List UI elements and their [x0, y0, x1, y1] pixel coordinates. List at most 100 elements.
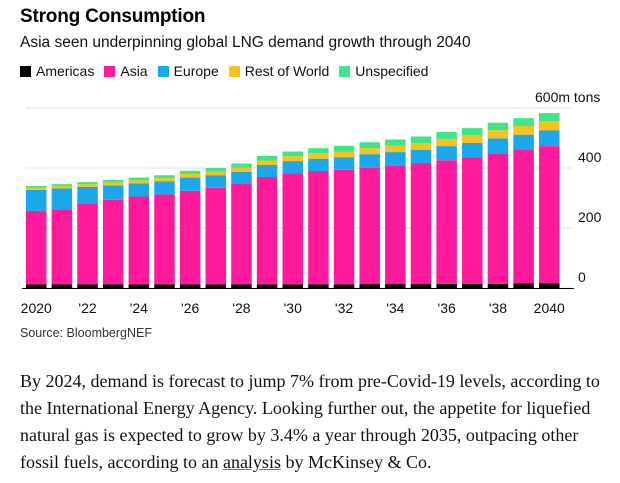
legend-label-rest-of-world: Rest of World [244, 63, 330, 79]
chart-subtitle: Asia seen underpinning global LNG demand… [20, 34, 471, 51]
bar-rest-of-world-2040 [539, 121, 560, 131]
bar-americas-2039 [513, 283, 534, 288]
bar-americas-2025 [154, 284, 175, 288]
bar-europe-2021 [51, 188, 73, 210]
bar-americas-2028 [231, 284, 252, 288]
legend-label-unspecified: Unspecified [355, 63, 429, 79]
bar-americas-2040 [539, 283, 560, 288]
x-tick-label-2020: 2020 [21, 300, 52, 316]
bar-unspecified-2029 [256, 156, 278, 161]
bar-asia-2024 [128, 196, 150, 285]
bar-asia-2036 [436, 160, 457, 284]
bar-americas-2038 [487, 283, 509, 288]
bar-americas-2020 [26, 284, 47, 288]
bar-rest-of-world-2035 [410, 143, 432, 150]
bar-asia-2032 [333, 169, 355, 285]
x-tick-label-2034: '34 [386, 300, 404, 316]
bar-europe-2039 [513, 134, 534, 150]
bar-rest-of-world-2032 [333, 151, 355, 158]
x-tick-label-2026: '26 [181, 300, 199, 316]
y-tick-label-0: 0 [578, 269, 586, 285]
bar-asia-2038 [487, 153, 509, 284]
bar-europe-2035 [410, 149, 432, 164]
bar-unspecified-2024 [128, 177, 150, 181]
bar-americas-2026 [179, 284, 201, 288]
x-tick-label-2030: '30 [284, 300, 302, 316]
paragraph-text-start: By 2024, demand is forecast to jump 7% f… [20, 371, 600, 472]
legend-item-rest-of-world: Rest of World [228, 63, 330, 79]
x-tick-label-2040: 2040 [534, 300, 565, 316]
bar-unspecified-2028 [231, 163, 252, 168]
bar-unspecified-2037 [462, 128, 483, 136]
bar-europe-2022 [77, 186, 98, 204]
bar-americas-2032 [333, 284, 355, 288]
bar-americas-2024 [128, 284, 150, 288]
bar-asia-2033 [359, 167, 380, 285]
bar-europe-2038 [487, 138, 509, 154]
bar-unspecified-2032 [333, 145, 355, 152]
bar-americas-2021 [51, 284, 73, 288]
x-tick-label-2028: '28 [232, 300, 250, 316]
y-tick-label-400: 400 [578, 149, 602, 165]
bar-rest-of-world-2022 [77, 184, 98, 187]
x-tick-label-2022: '22 [78, 300, 96, 316]
bar-rest-of-world-2037 [462, 135, 483, 143]
bar-unspecified-2034 [385, 139, 406, 146]
legend-swatch-asia [104, 65, 116, 77]
bar-asia-2023 [102, 199, 124, 285]
bar-unspecified-2025 [154, 175, 175, 179]
bar-europe-2037 [462, 142, 483, 158]
bar-unspecified-2030 [282, 151, 303, 157]
bar-unspecified-2039 [513, 118, 534, 126]
bar-asia-2030 [282, 173, 303, 285]
x-tick-label-2036: '36 [438, 300, 456, 316]
article-paragraph: By 2024, demand is forecast to jump 7% f… [20, 368, 610, 476]
legend-swatch-rest-of-world [228, 65, 240, 77]
bar-rest-of-world-2023 [102, 182, 124, 186]
bar-europe-2030 [282, 161, 303, 174]
y-tick-label-200: 200 [578, 209, 602, 225]
bar-americas-2022 [77, 284, 98, 288]
bar-unspecified-2033 [359, 142, 380, 149]
chart-title: Strong Consumption [20, 6, 206, 27]
chart-source: Source: BloombergNEF [20, 326, 153, 340]
bar-asia-2025 [154, 194, 175, 285]
bar-europe-2028 [231, 171, 252, 184]
bar-americas-2033 [359, 284, 380, 288]
bar-asia-2037 [462, 157, 483, 284]
bar-europe-2027 [205, 175, 227, 188]
bar-rest-of-world-2030 [282, 156, 303, 162]
bar-americas-2036 [436, 283, 457, 288]
bar-unspecified-2027 [205, 168, 227, 172]
legend-item-asia: Asia [104, 63, 148, 79]
bar-europe-2032 [333, 157, 355, 170]
x-tick-label-2032: '32 [335, 300, 353, 316]
bar-unspecified-2020 [26, 186, 47, 188]
legend-item-europe: Europe [157, 63, 219, 79]
bar-europe-2024 [128, 183, 150, 197]
bar-rest-of-world-2039 [513, 126, 534, 135]
bar-asia-2039 [513, 150, 534, 284]
bar-unspecified-2040 [539, 113, 560, 122]
bar-europe-2026 [179, 177, 201, 191]
bar-rest-of-world-2026 [179, 174, 201, 178]
bar-rest-of-world-2020 [26, 187, 47, 190]
bar-rest-of-world-2031 [308, 153, 329, 159]
legend-item-unspecified: Unspecified [339, 63, 428, 79]
bar-europe-2040 [539, 130, 560, 147]
bar-unspecified-2035 [410, 136, 432, 144]
analysis-link[interactable]: analysis [222, 452, 281, 472]
bar-unspecified-2038 [487, 122, 509, 131]
bar-europe-2031 [308, 158, 329, 171]
bar-americas-2029 [256, 284, 278, 288]
bar-europe-2036 [436, 146, 457, 161]
bar-asia-2035 [410, 163, 432, 285]
bar-americas-2034 [385, 284, 406, 288]
x-tick-label-2038: '38 [489, 300, 507, 316]
bar-rest-of-world-2036 [436, 138, 457, 147]
paragraph-text-end: by McKinsey & Co. [280, 452, 432, 472]
bar-asia-2040 [539, 146, 560, 284]
bar-rest-of-world-2028 [231, 167, 252, 172]
bar-rest-of-world-2034 [385, 145, 406, 153]
bar-asia-2022 [77, 203, 98, 285]
